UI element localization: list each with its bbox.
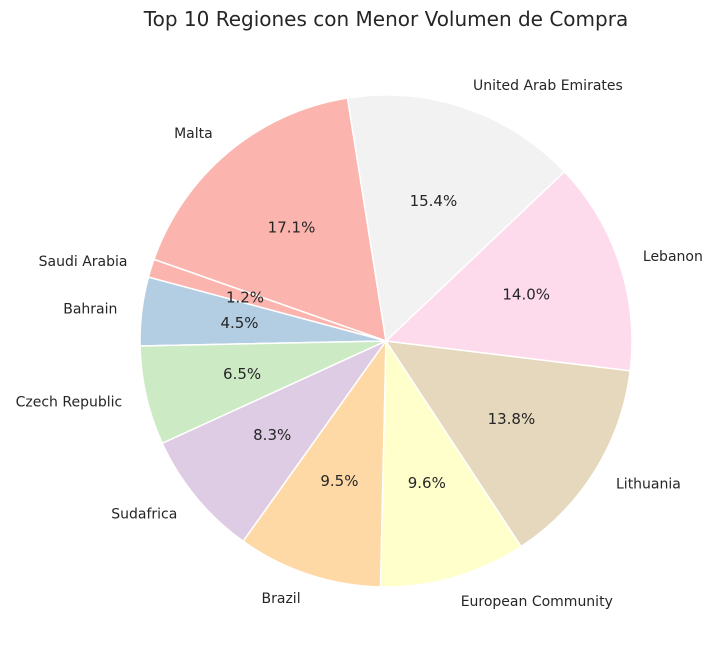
slice-percent-label: 15.4% — [410, 192, 458, 210]
chart-title: Top 10 Regiones con Menor Volumen de Com… — [143, 7, 628, 31]
slice-percent-label: 9.6% — [408, 474, 446, 492]
slice-percent-label: 1.2% — [226, 288, 264, 306]
slice-category-label: Lebanon — [643, 249, 703, 265]
slice-percent-label: 13.8% — [488, 410, 536, 428]
slice-category-label: Saudi Arabia — [39, 254, 128, 270]
pie-slice — [161, 339, 389, 543]
slice-category-label: Czech Republic — [16, 394, 123, 410]
slice-category-label: European Community — [461, 594, 613, 610]
slice-category-label: Malta — [174, 126, 213, 142]
pie-slices — [139, 94, 633, 588]
pie-slice — [379, 338, 523, 588]
slice-category-label: Brazil — [262, 591, 301, 607]
pie-slice — [242, 338, 387, 588]
pie-slice — [384, 170, 633, 372]
slice-percent-label: 6.5% — [223, 365, 261, 383]
pie-slice — [152, 97, 387, 343]
slice-category-label: Bahrain — [63, 301, 117, 317]
slice-category-label: United Arab Emirates — [473, 78, 623, 94]
pie-slice — [346, 94, 566, 343]
slice-percent-label: 17.1% — [268, 219, 316, 237]
slice-category-label: Lithuania — [616, 477, 681, 493]
slice-percent-label: 4.5% — [220, 314, 258, 332]
pie-slice — [384, 340, 632, 548]
slice-percent-label: 14.0% — [502, 286, 550, 304]
slice-category-label: Sudafrica — [111, 506, 177, 522]
slice-percent-label: 8.3% — [253, 426, 291, 444]
pie-labels: Malta 17.1% Saudi Arabia 1.2% Bahrain 4.5% Cze… — [16, 78, 703, 610]
slice-percent-label: 9.5% — [320, 472, 358, 490]
